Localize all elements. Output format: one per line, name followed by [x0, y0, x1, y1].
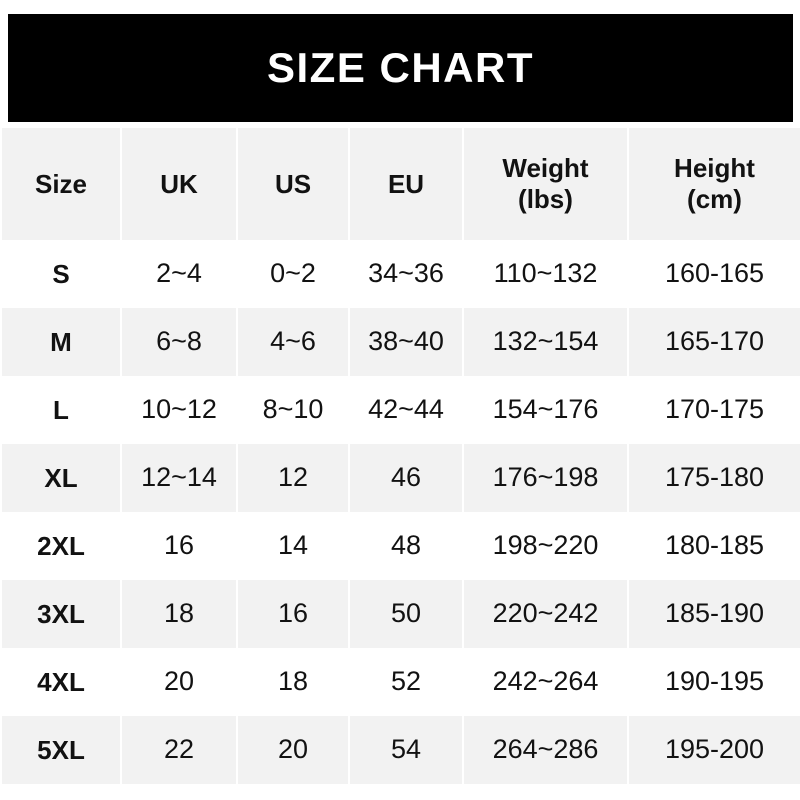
page-title: SIZE CHART — [267, 44, 534, 91]
cell-uk: 6~8 — [120, 308, 238, 376]
cell-us: 0~2 — [236, 240, 350, 308]
cell-height: 160-165 — [627, 240, 800, 308]
column-header-label: UK — [160, 168, 198, 199]
cell-uk: 22 — [120, 716, 238, 784]
table-row: XL 12~14 12 46 176~198 175-180 — [0, 444, 800, 512]
cell-height: 170-175 — [627, 376, 800, 444]
column-header-height: Height (cm) — [627, 128, 800, 240]
cell-us: 14 — [236, 512, 350, 580]
cell-size: L — [0, 376, 122, 444]
cell-weight: 132~154 — [462, 308, 629, 376]
table-row: 4XL 20 18 52 242~264 190-195 — [0, 648, 800, 716]
cell-height: 175-180 — [627, 444, 800, 512]
table-row: S 2~4 0~2 34~36 110~132 160-165 — [0, 240, 800, 308]
cell-size: XL — [0, 444, 122, 512]
cell-height: 190-195 — [627, 648, 800, 716]
cell-size: S — [0, 240, 122, 308]
cell-height: 165-170 — [627, 308, 800, 376]
cell-us: 16 — [236, 580, 350, 648]
header-row: Size UK US EU Weight (lbs) Height (cm) — [0, 128, 800, 240]
column-header-eu: EU — [348, 128, 464, 240]
column-header-label: Size — [34, 168, 88, 199]
cell-uk: 2~4 — [120, 240, 238, 308]
cell-eu: 54 — [348, 716, 464, 784]
cell-uk: 16 — [120, 512, 238, 580]
table-row: M 6~8 4~6 38~40 132~154 165-170 — [0, 308, 800, 376]
column-header-unit: (cm) — [687, 184, 742, 214]
column-header-label: US — [274, 168, 312, 199]
cell-eu: 42~44 — [348, 376, 464, 444]
table-body: S 2~4 0~2 34~36 110~132 160-165 M 6~8 4~6 38~40 13… — [0, 240, 800, 784]
cell-height: 185-190 — [627, 580, 800, 648]
cell-us: 12 — [236, 444, 350, 512]
cell-uk: 20 — [120, 648, 238, 716]
cell-eu: 50 — [348, 580, 464, 648]
column-header-weight: Weight (lbs) — [462, 128, 629, 240]
column-header-label: Height — [674, 153, 755, 184]
column-header-label: Weight — [502, 153, 589, 184]
cell-weight: 110~132 — [462, 240, 629, 308]
table-row: 2XL 16 14 48 198~220 180-185 — [0, 512, 800, 580]
cell-eu: 46 — [348, 444, 464, 512]
table-row: 3XL 18 16 50 220~242 185-190 — [0, 580, 800, 648]
cell-us: 4~6 — [236, 308, 350, 376]
cell-weight: 220~242 — [462, 580, 629, 648]
cell-eu: 48 — [348, 512, 464, 580]
cell-us: 8~10 — [236, 376, 350, 444]
cell-weight: 176~198 — [462, 444, 629, 512]
cell-weight: 242~264 — [462, 648, 629, 716]
column-header-size: Size — [0, 128, 122, 240]
cell-us: 18 — [236, 648, 350, 716]
cell-height: 195-200 — [627, 716, 800, 784]
cell-height: 180-185 — [627, 512, 800, 580]
cell-eu: 34~36 — [348, 240, 464, 308]
title-banner: SIZE CHART — [8, 14, 793, 122]
cell-size: 4XL — [0, 648, 122, 716]
cell-uk: 18 — [120, 580, 238, 648]
column-header-label: EU — [387, 168, 425, 199]
cell-weight: 154~176 — [462, 376, 629, 444]
cell-eu: 38~40 — [348, 308, 464, 376]
column-header-unit: (lbs) — [518, 184, 573, 214]
cell-us: 20 — [236, 716, 350, 784]
cell-weight: 198~220 — [462, 512, 629, 580]
cell-size: 5XL — [0, 716, 122, 784]
table-row: 5XL 22 20 54 264~286 195-200 — [0, 716, 800, 784]
column-header-uk: UK — [120, 128, 238, 240]
cell-size: 3XL — [0, 580, 122, 648]
table-header: Size UK US EU Weight (lbs) Height (cm) — [0, 128, 800, 240]
column-header-us: US — [236, 128, 350, 240]
cell-uk: 12~14 — [120, 444, 238, 512]
table-row: L 10~12 8~10 42~44 154~176 170-175 — [0, 376, 800, 444]
cell-weight: 264~286 — [462, 716, 629, 784]
cell-uk: 10~12 — [120, 376, 238, 444]
cell-eu: 52 — [348, 648, 464, 716]
cell-size: 2XL — [0, 512, 122, 580]
cell-size: M — [0, 308, 122, 376]
size-chart-table: Size UK US EU Weight (lbs) Height (cm) S 2~4 0~2 3… — [0, 128, 800, 784]
